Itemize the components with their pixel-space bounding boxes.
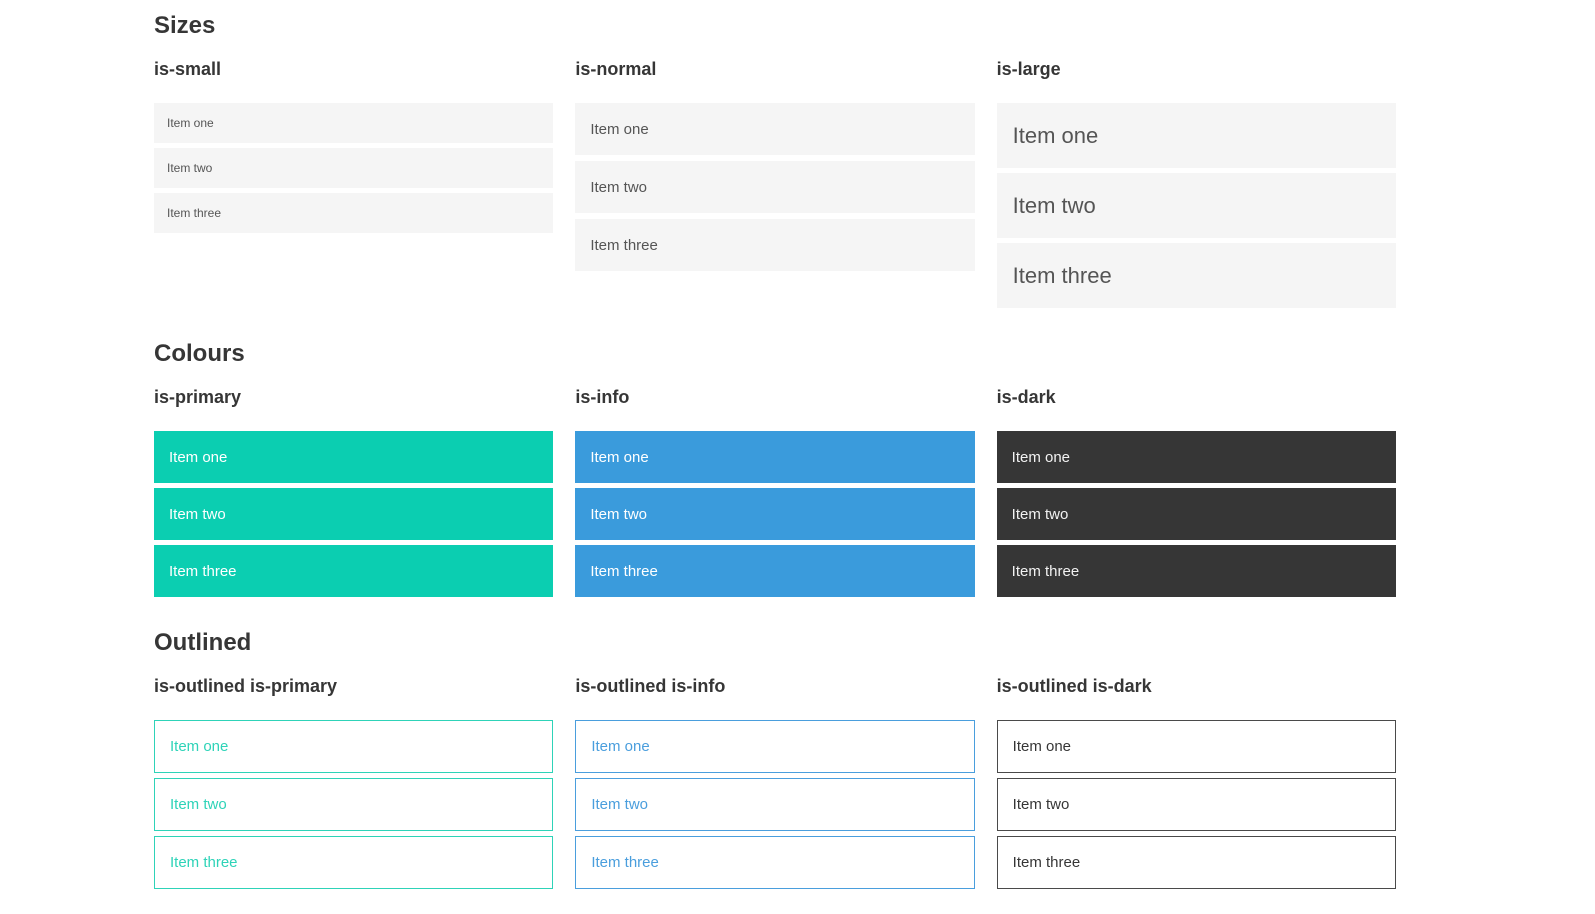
- list-item[interactable]: Item one: [575, 431, 975, 483]
- section-colours: Colours is-primary Item one Item two Ite…: [154, 340, 1396, 602]
- column-heading-is-info: is-info: [575, 387, 630, 407]
- list-item[interactable]: Item two: [575, 488, 975, 540]
- column-is-large: is-large Item one Item two Item three: [996, 59, 1396, 313]
- list-item[interactable]: Item three: [575, 836, 975, 889]
- list-is-primary: Item one Item two Item three: [154, 431, 554, 597]
- list-item[interactable]: Item two: [575, 778, 975, 831]
- list-item[interactable]: Item one: [575, 720, 975, 773]
- section-outlined: Outlined is-outlined is-primary Item one…: [154, 629, 1396, 894]
- list-item[interactable]: Item three: [154, 836, 554, 889]
- section-title-sizes: Sizes: [154, 12, 216, 39]
- list-item[interactable]: Item two: [154, 148, 554, 188]
- column-is-primary: is-primary Item one Item two Item three: [154, 387, 554, 602]
- column-heading-is-outlined-is-dark: is-outlined is-dark: [996, 676, 1152, 696]
- column-is-normal: is-normal Item one Item two Item three: [575, 59, 975, 277]
- section-title-outlined: Outlined: [154, 629, 252, 656]
- column-heading-is-large: is-large: [996, 59, 1061, 79]
- column-heading-is-small: is-small: [154, 59, 222, 79]
- list-item[interactable]: Item two: [154, 488, 554, 540]
- list-item[interactable]: Item one: [154, 431, 554, 483]
- list-item[interactable]: Item three: [154, 545, 554, 597]
- outlined-columns: is-outlined is-primary Item one Item two…: [154, 676, 1396, 894]
- column-heading-is-outlined-is-info: is-outlined is-info: [575, 676, 726, 696]
- column-is-small: is-small Item one Item two Item three: [154, 59, 554, 238]
- list-item[interactable]: Item one: [996, 720, 1396, 773]
- list-item[interactable]: Item three: [996, 836, 1396, 889]
- list-is-small: Item one Item two Item three: [154, 103, 554, 233]
- column-heading-is-primary: is-primary: [154, 387, 242, 407]
- list-is-dark: Item one Item two Item three: [996, 431, 1396, 597]
- list-item[interactable]: Item three: [575, 219, 975, 271]
- list-item[interactable]: Item two: [575, 161, 975, 213]
- list-is-info: Item one Item two Item three: [575, 431, 975, 597]
- list-is-normal: Item one Item two Item three: [575, 103, 975, 271]
- section-sizes: Sizes is-small Item one Item two Item th…: [154, 12, 1396, 313]
- column-heading-is-outlined-is-primary: is-outlined is-primary: [154, 676, 338, 696]
- list-is-outlined-is-primary: Item one Item two Item three: [154, 720, 554, 889]
- list-item[interactable]: Item one: [154, 103, 554, 143]
- sizes-columns: is-small Item one Item two Item three is…: [154, 59, 1396, 313]
- list-is-outlined-is-info: Item one Item two Item three: [575, 720, 975, 889]
- list-item[interactable]: Item three: [996, 545, 1396, 597]
- list-is-large: Item one Item two Item three: [996, 103, 1396, 308]
- column-is-dark: is-dark Item one Item two Item three: [996, 387, 1396, 602]
- column-is-outlined-is-primary: is-outlined is-primary Item one Item two…: [154, 676, 554, 894]
- colours-columns: is-primary Item one Item two Item three …: [154, 387, 1396, 602]
- column-is-info: is-info Item one Item two Item three: [575, 387, 975, 602]
- column-heading-is-normal: is-normal: [575, 59, 657, 79]
- list-item[interactable]: Item three: [996, 243, 1396, 308]
- list-item[interactable]: Item one: [996, 103, 1396, 168]
- column-heading-is-dark: is-dark: [996, 387, 1056, 407]
- list-item[interactable]: Item three: [575, 545, 975, 597]
- list-item[interactable]: Item two: [996, 488, 1396, 540]
- list-is-outlined-is-dark: Item one Item two Item three: [996, 720, 1396, 889]
- section-title-colours: Colours: [154, 340, 245, 367]
- list-item[interactable]: Item three: [154, 193, 554, 233]
- list-item[interactable]: Item two: [154, 778, 554, 831]
- list-item[interactable]: Item one: [575, 103, 975, 155]
- column-is-outlined-is-dark: is-outlined is-dark Item one Item two It…: [996, 676, 1396, 894]
- list-item[interactable]: Item one: [996, 431, 1396, 483]
- list-item[interactable]: Item two: [996, 173, 1396, 238]
- list-item[interactable]: Item one: [154, 720, 554, 773]
- column-is-outlined-is-info: is-outlined is-info Item one Item two It…: [575, 676, 975, 894]
- list-item[interactable]: Item two: [996, 778, 1396, 831]
